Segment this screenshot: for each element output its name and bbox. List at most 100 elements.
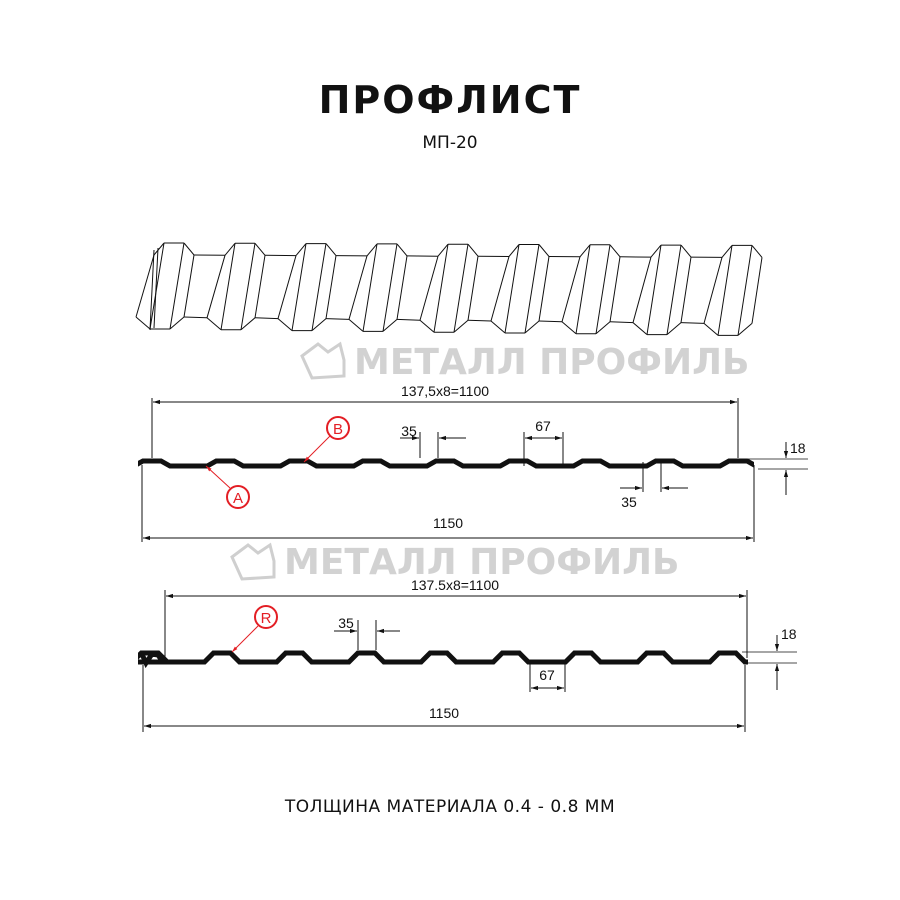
sheet-edge <box>666 245 682 335</box>
sheet-edge <box>508 244 520 257</box>
bottom-gap-label: 35 <box>621 494 637 510</box>
sheet-edge <box>382 319 398 332</box>
sheet-edge <box>538 256 550 322</box>
sheet-edge <box>206 317 222 331</box>
sheet-3d-view <box>135 242 763 336</box>
sheet-edge <box>311 243 327 331</box>
sheet-edge <box>254 317 279 320</box>
sheet-edge <box>467 319 492 322</box>
sheet-edge <box>325 255 337 319</box>
sheet-edge <box>595 244 611 334</box>
sheet-edge <box>717 245 733 336</box>
sheet-edge <box>277 255 297 319</box>
sheet-edge <box>609 321 634 324</box>
sheet-edge <box>254 242 266 256</box>
sheet-edge <box>419 256 439 321</box>
sheet-edge <box>575 244 591 334</box>
sheet-edge <box>291 243 307 331</box>
sheet-edge <box>169 316 185 330</box>
top-width-label: 35 <box>338 615 354 631</box>
sheet-edge <box>183 242 195 256</box>
sheet-edge <box>149 242 165 330</box>
sheet-edge <box>666 322 682 335</box>
profile-a: 137,5x8=1100 1150 35 67 35 18 A <box>138 383 808 542</box>
sheet-edge <box>437 243 449 257</box>
sheet-edge <box>149 249 155 331</box>
sheet-edge <box>348 255 368 320</box>
total-label: 1150 <box>433 515 463 531</box>
sheet-edge <box>224 242 236 256</box>
logo-icon <box>300 341 346 380</box>
sheet-edge <box>650 244 662 258</box>
sheet-edge <box>396 255 408 320</box>
sheet-edge <box>419 319 435 333</box>
sheet-edge <box>135 316 151 330</box>
sheet-edge <box>348 319 364 332</box>
sheet-edge <box>524 244 540 334</box>
sheet-edge <box>467 256 479 321</box>
sheet-edge <box>680 257 692 323</box>
sheet-edge <box>277 318 293 331</box>
sheet-edge <box>538 320 563 323</box>
sheet-edge <box>433 244 449 333</box>
sheet-edge <box>609 256 621 322</box>
sheet-edge <box>254 255 266 318</box>
total-label: 1150 <box>429 705 459 721</box>
sheet-edge <box>632 256 652 323</box>
sheet-edge <box>680 322 705 324</box>
sheet-edge <box>240 317 256 331</box>
watermark-1: МЕТАЛЛ ПРОФИЛЬ <box>300 341 749 383</box>
span-label: 137,5x8=1100 <box>401 383 489 399</box>
sheet-edge <box>382 243 398 332</box>
sheet-edge <box>737 245 753 336</box>
height-label: 18 <box>790 440 806 456</box>
sheet-edge <box>703 257 723 324</box>
sheet-edge <box>751 245 763 258</box>
watermark-2: МЕТАЛЛ ПРОФИЛЬ <box>230 542 679 583</box>
callout-a <box>226 485 250 509</box>
sheet-edge <box>206 255 226 318</box>
sheet-edge <box>524 320 540 334</box>
profile-b: 137.5x8=1100 1150 35 67 18 R <box>138 577 797 732</box>
sheet-edge <box>490 256 510 322</box>
page-title: ПРОФЛИСТ <box>318 78 582 122</box>
sheet-edge <box>751 257 763 324</box>
callout-a-label: A <box>233 490 243 507</box>
height-label: 18 <box>781 626 797 642</box>
sheet-edge <box>680 244 692 258</box>
sheet-edge <box>240 243 256 330</box>
bottom-width-label: 67 <box>535 418 551 434</box>
sheet-edge <box>366 243 378 257</box>
sheet-edge <box>169 242 185 330</box>
sheet-edge <box>325 243 337 256</box>
top-width-label: 35 <box>401 423 417 439</box>
callout-r-label: R <box>261 610 272 627</box>
material-thickness: ТОЛЩИНА МАТЕРИАЛА 0.4 - 0.8 ММ <box>284 797 616 817</box>
sheet-edge <box>183 316 208 319</box>
sheet-edge <box>703 323 719 336</box>
sheet-edge <box>311 318 327 331</box>
sheet-edge <box>183 254 195 318</box>
watermark-text: МЕТАЛЛ ПРОФИЛЬ <box>354 342 749 383</box>
callout-b-label: B <box>333 421 343 438</box>
sheet-edge <box>579 244 591 258</box>
sheet-edge <box>737 323 753 336</box>
sheet-edge <box>646 245 662 335</box>
bottom-width-label: 67 <box>539 667 555 683</box>
sheet-edge <box>362 243 378 332</box>
sheet-edge <box>632 322 648 335</box>
sheet-edge <box>504 244 520 334</box>
sheet-edge <box>595 321 611 335</box>
sheet-edge <box>153 247 159 329</box>
model-name: МП-20 <box>422 133 478 153</box>
sheet-edge <box>561 321 577 335</box>
logo-icon <box>230 542 276 581</box>
profile-b-shape <box>138 650 748 669</box>
sheet-edge <box>467 243 479 257</box>
sheet-edge <box>453 319 469 333</box>
span-label: 137.5x8=1100 <box>411 577 499 593</box>
profile-a-shape <box>138 458 754 469</box>
sheet-edge <box>325 318 350 320</box>
sheet-edge <box>561 256 581 322</box>
